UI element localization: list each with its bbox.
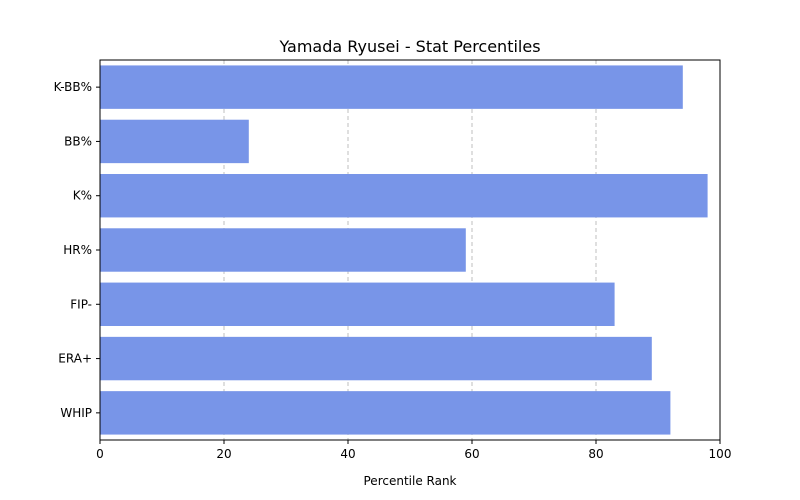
x-tick-label: 60 bbox=[464, 447, 479, 461]
x-axis-label: Percentile Rank bbox=[364, 474, 457, 488]
bar bbox=[100, 391, 671, 435]
bar bbox=[100, 119, 249, 164]
x-tick-label: 80 bbox=[588, 447, 603, 461]
x-tick-label: 20 bbox=[216, 447, 231, 461]
chart-title: Yamada Ryusei - Stat Percentiles bbox=[278, 37, 540, 56]
bar bbox=[100, 336, 652, 381]
y-tick-label: FIP- bbox=[70, 297, 92, 311]
bar bbox=[100, 282, 615, 326]
y-tick-label: K% bbox=[73, 189, 92, 203]
y-tick-label: BB% bbox=[64, 134, 92, 148]
y-tick-label: K-BB% bbox=[54, 80, 92, 94]
x-tick-label: 40 bbox=[340, 447, 355, 461]
x-axis: 0 20 40 60 80 100 bbox=[96, 440, 731, 461]
x-tick-label: 0 bbox=[96, 447, 104, 461]
x-tick-label: 100 bbox=[709, 447, 732, 461]
y-tick-label: WHIP bbox=[60, 406, 92, 420]
y-axis: K-BB% BB% K% HR% FIP- ERA+ WHIP bbox=[54, 80, 100, 420]
bar bbox=[100, 174, 708, 218]
y-tick-label: HR% bbox=[63, 243, 92, 257]
bar bbox=[100, 228, 466, 272]
y-tick-label: ERA+ bbox=[58, 352, 92, 366]
bar-layer bbox=[100, 65, 708, 435]
bar bbox=[100, 65, 683, 109]
